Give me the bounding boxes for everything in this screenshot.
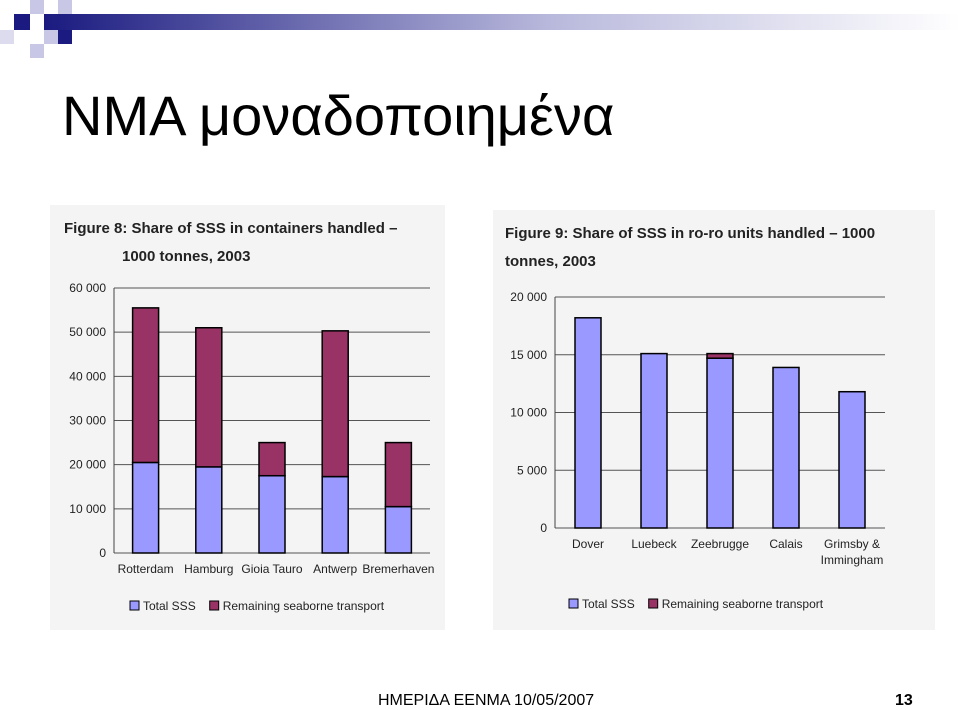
bar-segment — [258, 474, 286, 554]
x-tick-label: Gioia Tauro — [241, 562, 302, 576]
deco-square-light — [0, 30, 14, 44]
y-tick-label: 40 000 — [69, 369, 106, 383]
y-tick-label: 15 000 — [510, 348, 547, 362]
bar-segment — [195, 327, 223, 468]
y-tick-label: 60 000 — [69, 281, 106, 295]
x-tick-label: Calais — [769, 537, 802, 551]
y-tick-label: 20 000 — [510, 290, 547, 304]
page-number: 13 — [895, 692, 913, 709]
bar-segment — [838, 390, 866, 529]
chart-title-line: Figure 8: Share of SSS in containers han… — [64, 220, 397, 237]
deco-square-light — [30, 0, 44, 14]
bar-segment — [258, 441, 286, 477]
deco-square-light — [30, 44, 44, 58]
x-tick-label: Hamburg — [184, 562, 233, 576]
legend-label: Total SSS — [582, 597, 635, 611]
bar-segment — [131, 461, 160, 554]
bar-segment — [321, 330, 349, 478]
bar-segment — [640, 352, 668, 529]
x-tick-label: Dover — [572, 537, 604, 551]
chart-containers: Figure 8: Share of SSS in containers han… — [50, 205, 445, 630]
header-decoration — [0, 0, 960, 58]
chart-roro: Figure 9: Share of SSS in ro-ro units ha… — [493, 210, 935, 630]
bar-segment — [384, 441, 413, 508]
chart-title-line: Figure 9: Share of SSS in ro-ro units ha… — [505, 225, 875, 242]
y-tick-label: 20 000 — [69, 458, 106, 472]
y-tick-label: 10 000 — [510, 406, 547, 420]
x-tick-label: Rotterdam — [118, 562, 174, 576]
y-tick-label: 10 000 — [69, 502, 106, 516]
y-tick-label: 5 000 — [517, 463, 547, 477]
footer-text: ΗΜΕΡΙΔΑ ΕΕΝΜΑ 10/05/2007 — [378, 692, 595, 709]
deco-square-dark — [58, 30, 72, 44]
deco-square-dark — [14, 14, 30, 30]
x-tick-label: Zeebrugge — [691, 537, 749, 551]
y-tick-label: 0 — [540, 521, 547, 535]
legend-swatch — [129, 600, 140, 611]
legend-swatch — [568, 598, 579, 609]
y-tick-label: 50 000 — [69, 325, 106, 339]
legend-swatch — [209, 600, 220, 611]
deco-square-light — [58, 0, 72, 14]
x-tick-label: Luebeck — [631, 537, 677, 551]
x-tick-label: Bremerhaven — [362, 562, 434, 576]
y-tick-label: 30 000 — [69, 414, 106, 428]
bar-segment — [321, 475, 349, 554]
x-tick-label: Grimsby & — [824, 537, 880, 551]
chart-background — [50, 205, 445, 630]
bar-segment — [574, 317, 602, 529]
bar-segment — [772, 366, 800, 529]
legend-swatch — [648, 598, 659, 609]
header-band — [44, 14, 960, 30]
chart-title-line: 1000 tonnes, 2003 — [122, 248, 250, 265]
legend-label: Total SSS — [143, 599, 196, 613]
deco-square-light — [44, 30, 58, 44]
slide-title: ΝΜΑ μοναδοποιημένα — [62, 84, 615, 147]
bar-segment — [384, 505, 413, 554]
legend-label: Remaining seaborne transport — [662, 597, 824, 611]
bar-segment — [131, 307, 160, 464]
x-tick-label: Immingham — [821, 553, 884, 567]
bar-segment — [195, 466, 223, 554]
legend-label: Remaining seaborne transport — [223, 599, 385, 613]
bar-segment — [706, 357, 734, 529]
y-tick-label: 0 — [99, 546, 106, 560]
chart-title-line: tonnes, 2003 — [505, 253, 596, 270]
bar-segment — [706, 352, 734, 359]
x-tick-label: Antwerp — [313, 562, 357, 576]
